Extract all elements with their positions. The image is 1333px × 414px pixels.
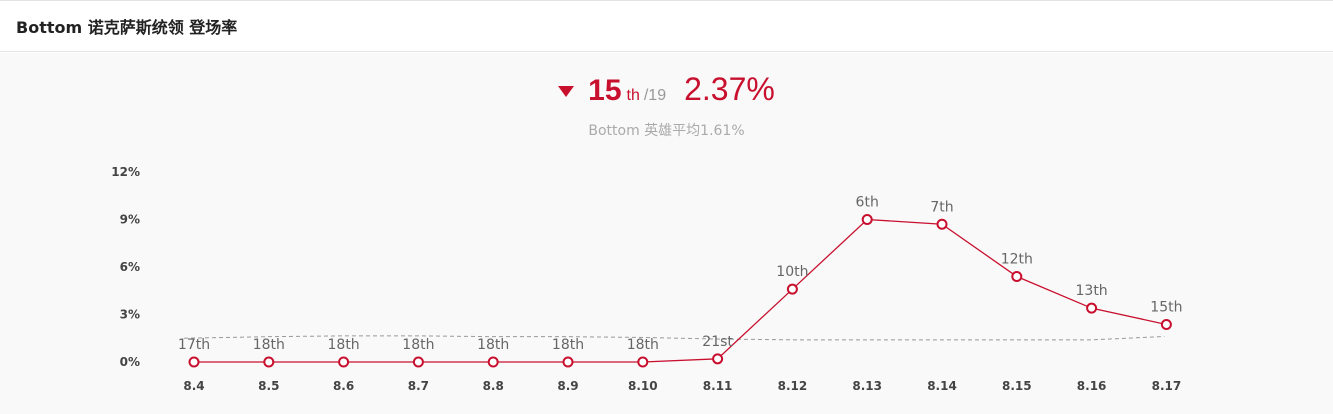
- rank-label: 12th: [1001, 252, 1033, 268]
- data-point[interactable]: [712, 353, 724, 365]
- x-tick-label: 8.15: [1002, 379, 1032, 393]
- data-point[interactable]: [263, 356, 275, 368]
- y-tick-label: 12%: [111, 165, 140, 179]
- data-point[interactable]: [1086, 302, 1098, 314]
- rank-total: /19: [643, 87, 667, 104]
- y-tick-label: 0%: [120, 355, 140, 369]
- rank-suffix: th: [626, 87, 640, 104]
- pick-rate-line-path: [194, 218, 1167, 363]
- x-tick-label: 8.14: [927, 379, 957, 393]
- rank-label: 18th: [402, 337, 434, 353]
- data-point[interactable]: [786, 283, 798, 295]
- pick-rate-line: [194, 218, 1167, 363]
- rank-label: 18th: [328, 337, 360, 353]
- data-point[interactable]: [562, 356, 574, 368]
- x-tick-label: 8.11: [703, 379, 733, 393]
- data-point[interactable]: [188, 356, 200, 368]
- data-point[interactable]: [412, 356, 424, 368]
- x-tick-label: 8.9: [557, 379, 578, 393]
- rank-label: 18th: [627, 337, 659, 353]
- average-line-path: [183, 335, 1165, 341]
- x-tick-label: 8.17: [1152, 379, 1182, 393]
- x-tick-label: 8.16: [1077, 379, 1107, 393]
- y-axis: 0% 3% 6% 9% 12%: [111, 165, 140, 369]
- data-point[interactable]: [487, 356, 499, 368]
- y-tick-label: 3%: [120, 308, 140, 322]
- rank-label: 15th: [1150, 299, 1182, 315]
- pick-rate-line-chart: 0%3%6%9%12% 8.4 8.5 8.6 8.7 8.8 8.9 8.10 8.11 8.…: [111, 165, 1183, 393]
- x-tick-label: 8.8: [483, 379, 504, 393]
- x-tick-label: 8.12: [778, 379, 808, 393]
- rank-label: 7th: [930, 199, 953, 215]
- y-tick-label: 6%: [120, 260, 140, 274]
- panel-title: Bottom 诺克萨斯统领 登场率: [16, 18, 238, 37]
- data-point[interactable]: [637, 356, 649, 368]
- data-point[interactable]: [1160, 318, 1172, 330]
- x-tick-label: 8.10: [628, 379, 658, 393]
- average-note: Bottom 英雄平均1.61%: [588, 123, 745, 139]
- x-tick-label: 8.5: [258, 379, 279, 393]
- panel-body: 15 th /19 2.37% Bottom 英雄平均1.61% 0% 3% 6% 9…: [0, 53, 1333, 414]
- rank-label: 18th: [253, 337, 285, 353]
- x-tick-label: 8.7: [408, 379, 429, 393]
- rank-summary: 15 th /19 2.37%: [0, 71, 1333, 108]
- panel-header: Bottom 诺克萨斯统领 登场率: [0, 1, 1333, 52]
- x-tick-label: 8.6: [333, 379, 354, 393]
- data-point[interactable]: [1011, 271, 1023, 282]
- rank-label: 17th: [178, 337, 210, 353]
- trend-down-icon: [558, 86, 575, 97]
- pick-rate-value: 2.37%: [684, 71, 775, 107]
- rank-number: 15: [588, 74, 622, 107]
- rank-label: 21st: [702, 334, 733, 350]
- rank-label: 6th: [856, 195, 879, 211]
- rank-label: 18th: [477, 337, 509, 353]
- x-axis: 8.4 8.5 8.6 8.7 8.8 8.9 8.10 8.11 8.12 8.13 8.14 8.…: [183, 379, 1181, 393]
- rank-label: 18th: [552, 337, 584, 353]
- x-tick-label: 8.4: [183, 379, 204, 393]
- y-tick-label: 9%: [120, 213, 140, 227]
- data-points: [188, 214, 1172, 368]
- rank-label: 10th: [776, 264, 808, 280]
- x-tick-label: 8.13: [852, 379, 882, 393]
- rank-label: 13th: [1076, 283, 1108, 299]
- rank-labels: 17th 18th 18th 18th 18th 18th 18th 21st 10th 6th 7…: [178, 195, 1183, 354]
- data-point[interactable]: [338, 356, 350, 368]
- average-line: [183, 335, 1165, 341]
- data-point[interactable]: [861, 214, 873, 225]
- data-point[interactable]: [936, 218, 948, 230]
